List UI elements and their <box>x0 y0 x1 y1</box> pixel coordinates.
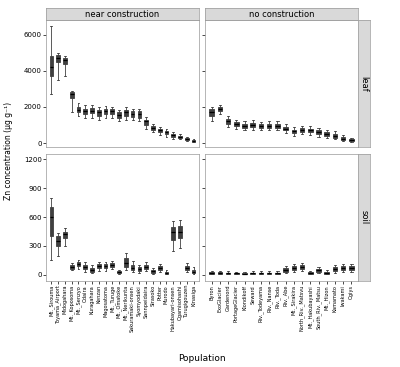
PathPatch shape <box>124 258 128 267</box>
PathPatch shape <box>151 126 155 130</box>
PathPatch shape <box>250 123 255 127</box>
PathPatch shape <box>226 273 230 274</box>
Text: Zn concentration (μg g⁻¹): Zn concentration (μg g⁻¹) <box>4 101 13 200</box>
PathPatch shape <box>164 272 168 273</box>
Text: no construction: no construction <box>249 10 314 19</box>
PathPatch shape <box>349 266 354 270</box>
PathPatch shape <box>131 112 134 117</box>
PathPatch shape <box>138 267 141 271</box>
PathPatch shape <box>242 273 247 274</box>
PathPatch shape <box>234 273 238 274</box>
PathPatch shape <box>63 58 67 63</box>
PathPatch shape <box>226 119 230 124</box>
PathPatch shape <box>138 112 141 118</box>
PathPatch shape <box>234 122 238 126</box>
PathPatch shape <box>50 56 53 76</box>
PathPatch shape <box>333 267 337 271</box>
PathPatch shape <box>97 110 101 116</box>
Text: near construction: near construction <box>85 10 160 19</box>
PathPatch shape <box>104 264 108 268</box>
PathPatch shape <box>90 108 94 113</box>
PathPatch shape <box>341 137 346 140</box>
PathPatch shape <box>316 269 321 272</box>
PathPatch shape <box>56 55 60 62</box>
PathPatch shape <box>283 268 288 272</box>
PathPatch shape <box>117 112 121 118</box>
PathPatch shape <box>83 109 87 114</box>
PathPatch shape <box>267 124 272 128</box>
PathPatch shape <box>259 273 263 274</box>
PathPatch shape <box>300 128 304 132</box>
PathPatch shape <box>110 109 114 114</box>
PathPatch shape <box>90 268 94 272</box>
PathPatch shape <box>110 264 114 267</box>
PathPatch shape <box>185 266 189 270</box>
PathPatch shape <box>70 265 74 269</box>
PathPatch shape <box>104 109 108 114</box>
PathPatch shape <box>97 264 101 268</box>
PathPatch shape <box>283 127 288 130</box>
PathPatch shape <box>178 226 182 238</box>
PathPatch shape <box>192 140 195 142</box>
PathPatch shape <box>333 134 337 138</box>
Text: Population: Population <box>178 353 226 363</box>
PathPatch shape <box>259 124 263 128</box>
PathPatch shape <box>171 227 175 240</box>
PathPatch shape <box>158 266 162 270</box>
PathPatch shape <box>192 270 195 273</box>
PathPatch shape <box>117 271 121 273</box>
PathPatch shape <box>209 109 214 116</box>
PathPatch shape <box>77 262 80 266</box>
PathPatch shape <box>308 128 312 132</box>
PathPatch shape <box>218 272 222 273</box>
PathPatch shape <box>178 136 182 138</box>
PathPatch shape <box>185 138 189 140</box>
PathPatch shape <box>83 265 87 269</box>
PathPatch shape <box>218 107 222 110</box>
PathPatch shape <box>124 110 128 116</box>
Text: leaf: leaf <box>360 76 368 91</box>
PathPatch shape <box>164 131 168 134</box>
PathPatch shape <box>158 128 162 132</box>
PathPatch shape <box>316 130 321 134</box>
PathPatch shape <box>275 273 280 274</box>
PathPatch shape <box>56 236 60 246</box>
PathPatch shape <box>144 120 148 125</box>
PathPatch shape <box>171 134 175 137</box>
PathPatch shape <box>131 265 134 270</box>
PathPatch shape <box>349 139 354 141</box>
Text: soil: soil <box>360 210 368 225</box>
PathPatch shape <box>250 273 255 274</box>
PathPatch shape <box>308 272 312 274</box>
PathPatch shape <box>63 232 67 238</box>
PathPatch shape <box>144 265 148 269</box>
PathPatch shape <box>242 124 247 128</box>
PathPatch shape <box>324 132 329 136</box>
PathPatch shape <box>151 270 155 273</box>
PathPatch shape <box>292 266 296 270</box>
PathPatch shape <box>300 265 304 269</box>
PathPatch shape <box>292 130 296 133</box>
PathPatch shape <box>324 272 329 274</box>
PathPatch shape <box>267 273 272 274</box>
PathPatch shape <box>275 124 280 128</box>
PathPatch shape <box>341 266 346 270</box>
PathPatch shape <box>70 92 74 98</box>
PathPatch shape <box>209 272 214 273</box>
PathPatch shape <box>50 207 53 236</box>
PathPatch shape <box>77 107 80 112</box>
